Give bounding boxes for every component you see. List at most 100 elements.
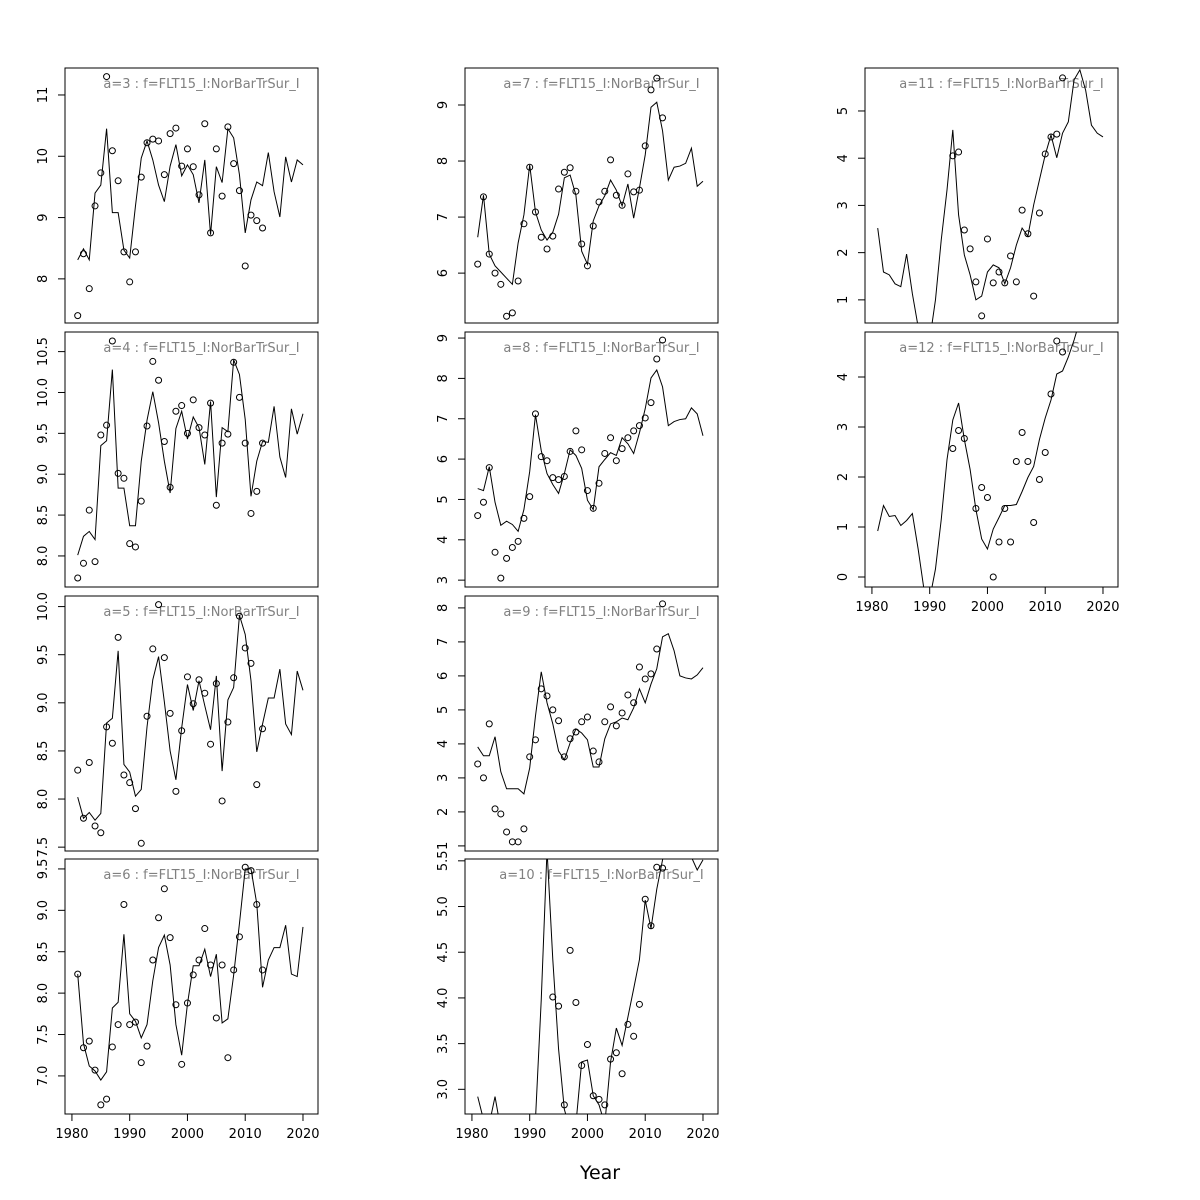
observed-point bbox=[178, 162, 186, 170]
observed-point bbox=[526, 753, 534, 761]
observed-point bbox=[612, 1049, 620, 1057]
observed-point bbox=[624, 434, 632, 442]
observed-point bbox=[589, 504, 597, 512]
panel-title: a=9 : f=FLT15_I:NorBarTrSur_I bbox=[503, 605, 699, 620]
observed-point bbox=[630, 188, 638, 196]
y-tick-label: 9.5 bbox=[36, 859, 51, 880]
y-tick-label: 9.0 bbox=[36, 692, 51, 713]
observed-point bbox=[583, 713, 591, 721]
plot-frame bbox=[864, 331, 1119, 588]
observed-point bbox=[143, 422, 151, 430]
observed-point bbox=[1030, 519, 1038, 526]
y-tick-label: 2 bbox=[836, 248, 851, 256]
observed-point bbox=[247, 509, 255, 517]
observed-point bbox=[653, 355, 661, 363]
plot-frame bbox=[64, 67, 319, 324]
y-tick-label: 1 bbox=[836, 523, 851, 531]
plot-area bbox=[74, 601, 304, 847]
observed-point bbox=[97, 431, 105, 439]
observed-point bbox=[114, 633, 122, 641]
observed-point bbox=[635, 663, 643, 671]
observed-point bbox=[1047, 133, 1055, 141]
observed-point bbox=[149, 357, 157, 365]
observed-point bbox=[560, 1101, 568, 1109]
observed-point bbox=[247, 659, 255, 667]
panel: a=7 : f=FLT15_I:NorBarTrSur_I 6 7 8 9 bbox=[436, 67, 719, 324]
observed-point bbox=[647, 922, 655, 930]
observed-point bbox=[543, 457, 551, 465]
observed-point bbox=[114, 469, 122, 477]
observed-point bbox=[253, 781, 261, 789]
observed-point bbox=[543, 245, 551, 253]
observed-point bbox=[995, 268, 1003, 276]
observed-point bbox=[207, 961, 215, 969]
observed-point bbox=[1047, 390, 1055, 398]
observed-point bbox=[189, 163, 197, 171]
observed-point bbox=[555, 717, 563, 725]
observed-point bbox=[630, 427, 638, 435]
panel-title: a=7 : f=FLT15_I:NorBarTrSur_I bbox=[503, 77, 699, 92]
observed-point bbox=[218, 797, 226, 805]
observed-point bbox=[178, 1060, 186, 1068]
x-tick-label: 1990 bbox=[913, 600, 946, 615]
y-tick-label: 0 bbox=[836, 573, 851, 581]
observed-point bbox=[503, 312, 511, 320]
observed-point bbox=[212, 145, 220, 153]
observed-point bbox=[126, 779, 134, 787]
y-tick-label: 7 bbox=[436, 638, 451, 646]
observed-point bbox=[572, 187, 580, 195]
y-tick-label: 6 bbox=[436, 672, 451, 680]
y-tick-label: 9.0 bbox=[36, 900, 51, 921]
y-tick-label: 8.5 bbox=[36, 741, 51, 762]
observed-point bbox=[508, 543, 516, 551]
panel: a=9 : f=FLT15_I:NorBarTrSur_I 1 2 3 4 5 6 7 8 bbox=[436, 595, 719, 852]
observed-point bbox=[491, 548, 499, 556]
observed-point bbox=[166, 934, 174, 942]
y-tick-label: 8.0 bbox=[36, 789, 51, 810]
y-tick-label: 7 bbox=[436, 415, 451, 423]
observed-point bbox=[479, 498, 487, 506]
panel-title: a=8 : f=FLT15_I:NorBarTrSur_I bbox=[503, 341, 699, 356]
observed-point bbox=[137, 1059, 145, 1067]
x-tick-label: 2010 bbox=[629, 1127, 662, 1142]
observed-point bbox=[108, 739, 116, 747]
observed-point bbox=[149, 956, 157, 964]
observed-point bbox=[1007, 252, 1015, 260]
observed-point bbox=[120, 771, 128, 779]
x-tick-label: 2020 bbox=[286, 1127, 319, 1142]
observed-point bbox=[131, 805, 139, 813]
observed-point bbox=[160, 654, 168, 662]
observed-point bbox=[641, 895, 649, 903]
observed-point bbox=[595, 479, 603, 487]
observed-point bbox=[549, 232, 557, 240]
observed-point bbox=[589, 747, 597, 755]
observed-point bbox=[103, 1095, 111, 1103]
panel-title: a=11 : f=FLT15_I:NorBarTrSur_I bbox=[899, 77, 1103, 92]
plot-area bbox=[477, 859, 704, 1114]
observed-point bbox=[607, 1055, 615, 1063]
observed-point bbox=[253, 217, 261, 225]
observed-point bbox=[91, 822, 99, 830]
observed-point bbox=[120, 901, 128, 909]
observed-point bbox=[659, 336, 667, 344]
observed-point bbox=[1018, 206, 1026, 214]
observed-point bbox=[474, 512, 482, 520]
panel: a=6 : f=FLT15_I:NorBarTrSur_I 7.0 7.5 8.0 8.… bbox=[36, 858, 320, 1142]
observed-point bbox=[1001, 505, 1009, 512]
observed-point bbox=[114, 1021, 122, 1029]
y-tick-label: 9.5 bbox=[36, 644, 51, 665]
observed-point bbox=[230, 674, 238, 682]
observed-point bbox=[537, 453, 545, 461]
observed-point bbox=[172, 787, 180, 795]
observed-point bbox=[978, 484, 986, 491]
plot-frame bbox=[464, 858, 719, 1115]
observed-point bbox=[520, 825, 528, 833]
observed-point bbox=[85, 506, 93, 514]
observed-point bbox=[641, 675, 649, 683]
y-tick-label: 6 bbox=[436, 269, 451, 277]
observed-point bbox=[630, 699, 638, 707]
observed-point bbox=[485, 250, 493, 258]
y-tick-label: 3.0 bbox=[436, 1079, 451, 1100]
observed-point bbox=[647, 86, 655, 94]
